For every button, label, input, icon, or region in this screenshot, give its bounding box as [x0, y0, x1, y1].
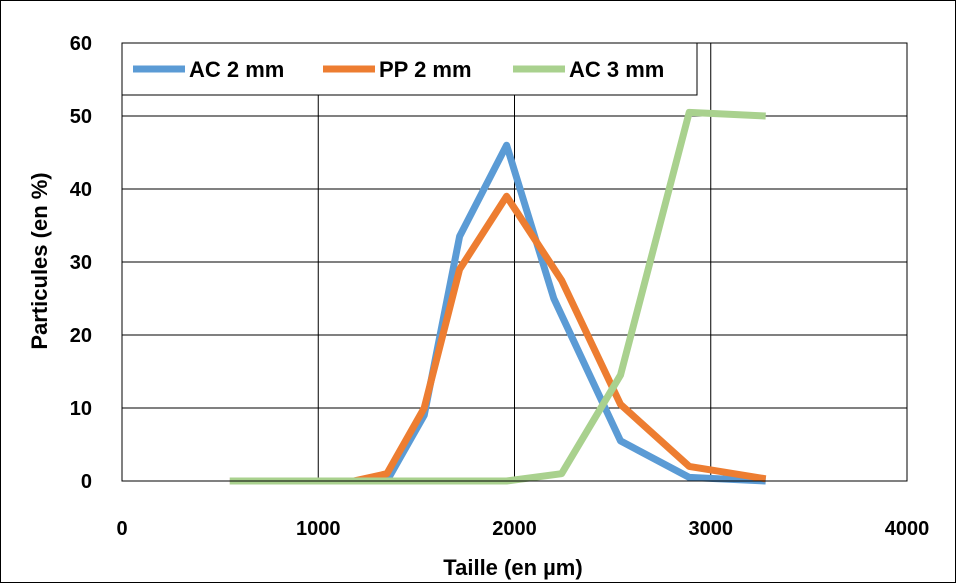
series-line-2 — [229, 192, 767, 485]
legend: AC 2 mm PP 2 mm AC 3 mm — [121, 42, 698, 96]
y-tick-label: 50 — [70, 106, 92, 128]
x-axis-title: Taille (en µm) — [443, 555, 582, 580]
y-tick-label: 20 — [70, 325, 92, 347]
series-line-1 — [229, 141, 766, 485]
legend-label: AC 3 mm — [569, 57, 664, 82]
y-tick-label: 0 — [81, 471, 92, 493]
legend-box — [121, 42, 698, 96]
x-tick-label: 2000 — [492, 518, 537, 540]
gridlines — [122, 42, 908, 481]
x-tick-label: 4000 — [885, 518, 930, 540]
y-axis-title: Particules (en %) — [27, 172, 52, 349]
y-tick-label: 10 — [70, 398, 92, 420]
x-tick-label: 3000 — [689, 518, 734, 540]
y-tick-label: 60 — [70, 33, 92, 55]
legend-label: AC 2 mm — [189, 57, 284, 82]
legend-label: PP 2 mm — [379, 57, 472, 82]
tick-labels: 0 10 20 30 40 50 60 0 1000 2000 3000 4000 — [70, 33, 930, 540]
y-tick-label: 30 — [70, 252, 92, 274]
x-tick-label: 1000 — [296, 518, 341, 540]
series-lines — [229, 108, 767, 485]
x-tick-label: 0 — [116, 518, 127, 540]
y-tick-label: 40 — [70, 179, 92, 201]
